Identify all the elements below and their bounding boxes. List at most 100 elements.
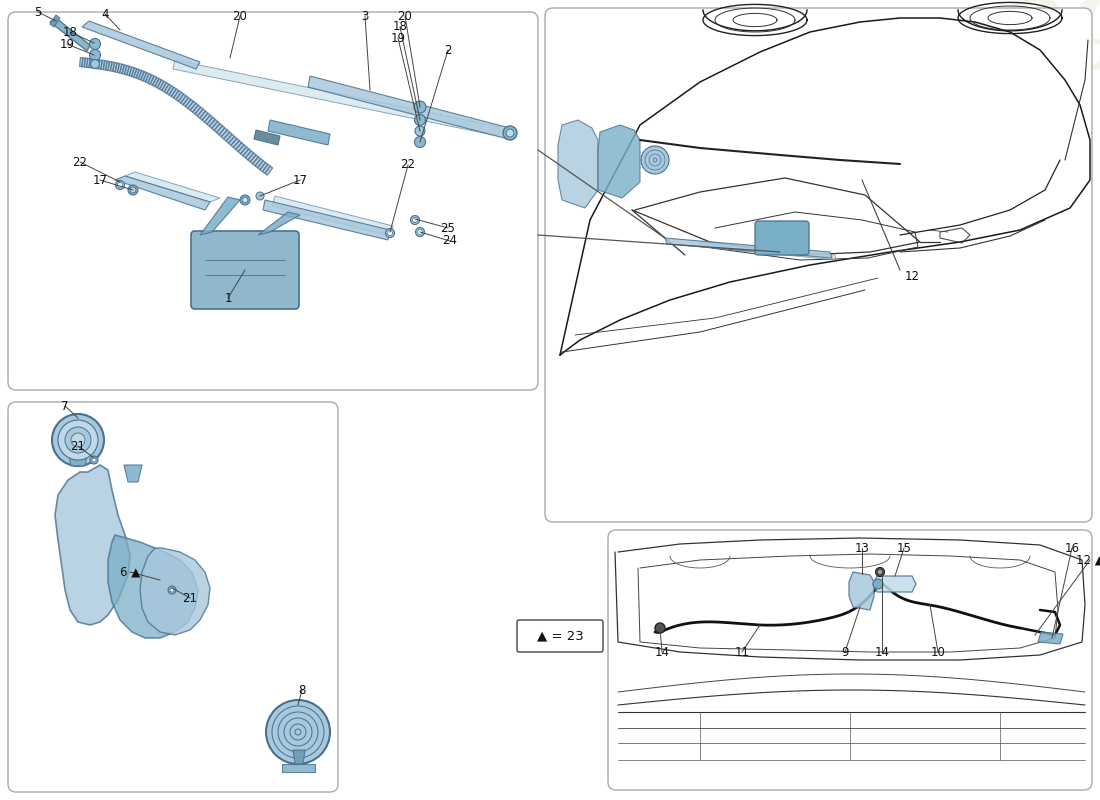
Polygon shape bbox=[293, 750, 305, 764]
Text: 8: 8 bbox=[298, 683, 306, 697]
Circle shape bbox=[90, 456, 98, 464]
Polygon shape bbox=[139, 70, 144, 80]
Text: ▲ = 23: ▲ = 23 bbox=[537, 630, 583, 642]
Circle shape bbox=[266, 700, 330, 764]
Polygon shape bbox=[124, 465, 142, 482]
Circle shape bbox=[415, 126, 425, 136]
Text: 22: 22 bbox=[400, 158, 416, 171]
Text: 1: 1 bbox=[224, 291, 232, 305]
Circle shape bbox=[128, 185, 138, 195]
Circle shape bbox=[170, 588, 174, 592]
Circle shape bbox=[65, 427, 91, 453]
Polygon shape bbox=[116, 176, 210, 210]
Polygon shape bbox=[153, 78, 159, 86]
Circle shape bbox=[168, 586, 176, 594]
Polygon shape bbox=[87, 58, 90, 67]
Polygon shape bbox=[106, 61, 110, 70]
Polygon shape bbox=[147, 75, 154, 84]
Polygon shape bbox=[124, 66, 130, 75]
Circle shape bbox=[876, 567, 884, 577]
Polygon shape bbox=[253, 157, 261, 166]
Polygon shape bbox=[126, 66, 132, 76]
Circle shape bbox=[89, 50, 100, 61]
Polygon shape bbox=[89, 58, 92, 68]
Circle shape bbox=[242, 197, 248, 203]
Polygon shape bbox=[200, 111, 208, 120]
Text: 25: 25 bbox=[441, 222, 455, 234]
Polygon shape bbox=[217, 126, 224, 134]
FancyBboxPatch shape bbox=[191, 231, 299, 309]
Polygon shape bbox=[211, 122, 220, 130]
Text: a passion for parts: a passion for parts bbox=[702, 338, 938, 362]
Polygon shape bbox=[207, 118, 216, 126]
Polygon shape bbox=[235, 142, 244, 152]
Polygon shape bbox=[243, 149, 251, 158]
Polygon shape bbox=[112, 62, 117, 72]
Polygon shape bbox=[122, 65, 127, 74]
Polygon shape bbox=[50, 15, 60, 27]
Polygon shape bbox=[263, 164, 271, 174]
Text: 18: 18 bbox=[63, 26, 77, 38]
Circle shape bbox=[410, 215, 419, 225]
Polygon shape bbox=[268, 120, 330, 145]
Polygon shape bbox=[120, 64, 124, 74]
Polygon shape bbox=[162, 82, 169, 92]
Polygon shape bbox=[248, 153, 256, 162]
Circle shape bbox=[506, 129, 514, 137]
Text: 7: 7 bbox=[62, 399, 68, 413]
Text: eurosp: eurosp bbox=[674, 263, 966, 337]
Polygon shape bbox=[666, 238, 832, 258]
Polygon shape bbox=[308, 76, 510, 139]
Polygon shape bbox=[129, 67, 134, 76]
Polygon shape bbox=[169, 87, 176, 97]
Polygon shape bbox=[173, 60, 501, 136]
Polygon shape bbox=[172, 89, 178, 98]
Polygon shape bbox=[233, 141, 242, 150]
Polygon shape bbox=[192, 105, 200, 114]
Circle shape bbox=[412, 218, 418, 222]
Polygon shape bbox=[140, 548, 210, 635]
Polygon shape bbox=[197, 109, 206, 118]
Polygon shape bbox=[143, 73, 150, 82]
Circle shape bbox=[387, 230, 393, 235]
Polygon shape bbox=[205, 115, 212, 124]
Polygon shape bbox=[202, 114, 210, 122]
Polygon shape bbox=[255, 159, 263, 168]
Text: 4: 4 bbox=[101, 7, 109, 21]
Polygon shape bbox=[245, 151, 254, 160]
FancyBboxPatch shape bbox=[8, 12, 538, 390]
Polygon shape bbox=[116, 63, 120, 72]
Polygon shape bbox=[1038, 632, 1063, 644]
Polygon shape bbox=[68, 450, 88, 466]
Polygon shape bbox=[257, 161, 265, 170]
Polygon shape bbox=[155, 78, 162, 88]
Text: 16: 16 bbox=[1065, 542, 1079, 554]
FancyBboxPatch shape bbox=[8, 402, 338, 792]
Circle shape bbox=[654, 623, 666, 633]
Circle shape bbox=[416, 227, 425, 237]
Polygon shape bbox=[145, 74, 152, 83]
Text: 99: 99 bbox=[996, 0, 1100, 90]
Circle shape bbox=[873, 579, 883, 589]
Circle shape bbox=[641, 146, 669, 174]
Polygon shape bbox=[55, 465, 130, 625]
Polygon shape bbox=[200, 197, 240, 235]
Polygon shape bbox=[227, 134, 234, 143]
FancyBboxPatch shape bbox=[755, 221, 808, 255]
Polygon shape bbox=[195, 107, 204, 116]
Polygon shape bbox=[131, 68, 136, 78]
Polygon shape bbox=[598, 125, 640, 198]
Polygon shape bbox=[229, 137, 236, 146]
Polygon shape bbox=[239, 145, 246, 154]
Text: 11: 11 bbox=[735, 646, 749, 658]
Polygon shape bbox=[223, 132, 232, 141]
Polygon shape bbox=[164, 84, 172, 94]
Text: 22: 22 bbox=[73, 155, 88, 169]
Polygon shape bbox=[101, 60, 104, 70]
Polygon shape bbox=[141, 71, 146, 81]
Polygon shape bbox=[178, 94, 186, 103]
Polygon shape bbox=[700, 242, 836, 260]
Polygon shape bbox=[180, 96, 188, 105]
Polygon shape bbox=[160, 82, 166, 90]
Polygon shape bbox=[231, 138, 240, 147]
